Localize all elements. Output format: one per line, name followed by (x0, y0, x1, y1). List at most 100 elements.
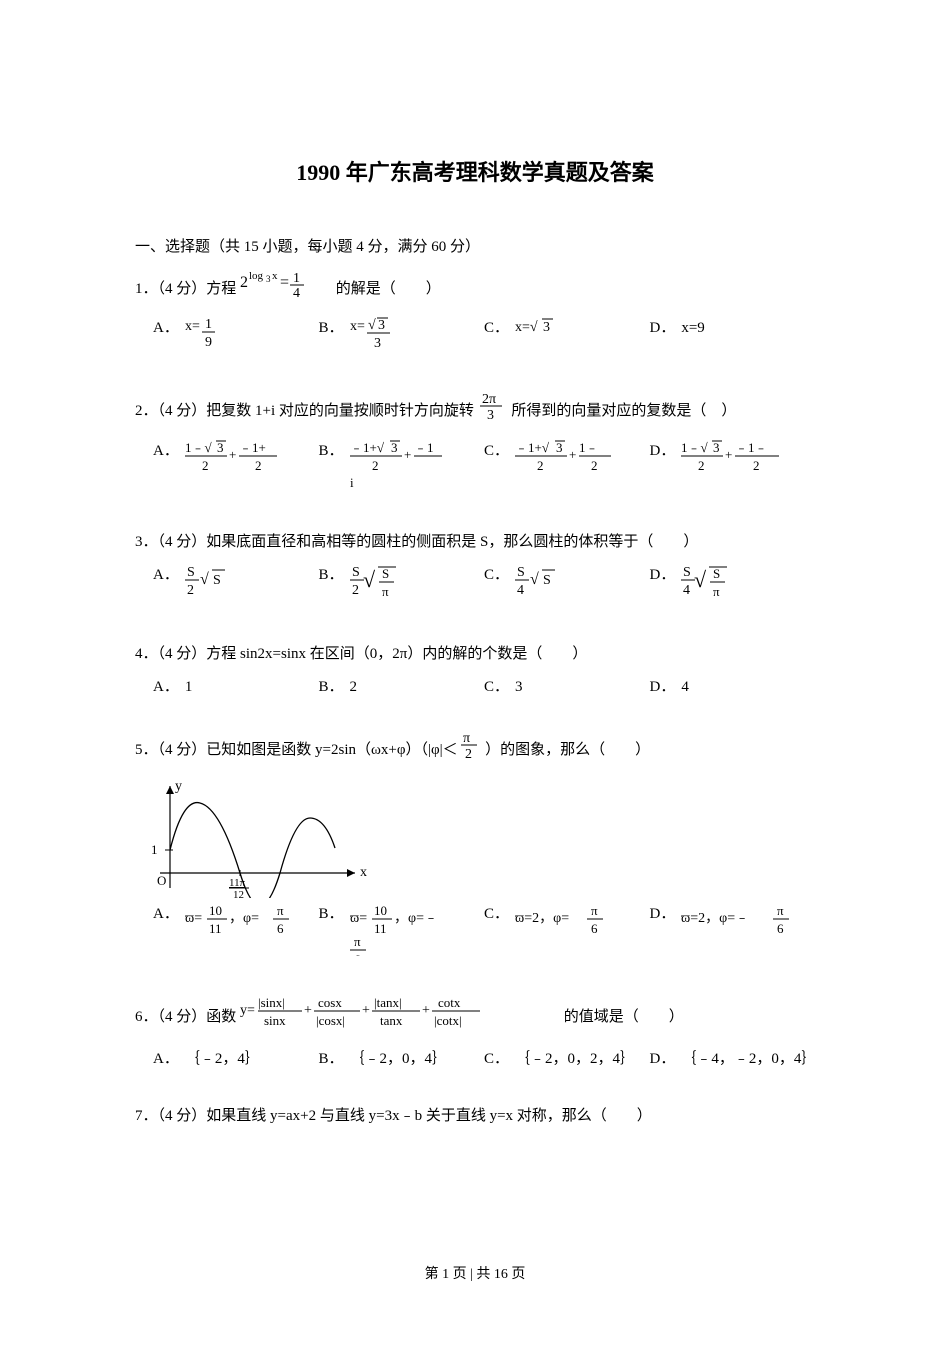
q1-formula: 2log3x=14 (240, 269, 332, 310)
svg-text:√: √ (368, 318, 376, 333)
question-2: 2．（4 分）把复数 1+i 对应的向量按顺时针方向旋转 2π3 所得到的向量对… (135, 390, 815, 497)
svg-text:O: O (157, 873, 166, 888)
q4-pts: （4 分） (158, 646, 207, 662)
svg-text:﹣1+: ﹣1+ (239, 440, 266, 455)
svg-text:+: + (422, 1003, 430, 1018)
question-5: 5．（4 分）已知如图是函数 y=2sin（ωx+φ）（|φ|＜ π2 ）的图象… (135, 729, 815, 964)
svg-text:y: y (175, 779, 182, 794)
q6-num: 6． (135, 1009, 158, 1025)
svg-text:2: 2 (352, 583, 359, 598)
q2-after: 所得到的向量对应的复数是（ ） (511, 403, 736, 419)
svg-text:9: 9 (205, 335, 212, 350)
q5-opt-b: ϖ=1011，φ=﹣π6 (350, 902, 490, 964)
q5-opt-c: ϖ=2，φ= π 6 (515, 902, 645, 946)
svg-text:﹣1﹣: ﹣1﹣ (735, 440, 768, 455)
svg-text:x=√: x=√ (515, 320, 538, 335)
svg-text:10: 10 (209, 903, 222, 918)
svg-text:6: 6 (277, 921, 284, 936)
q5-opt-a-label: A． (153, 902, 179, 926)
svg-text:S: S (543, 573, 551, 588)
q6-opt-b-label: B． (319, 1047, 344, 1071)
svg-text:10: 10 (374, 903, 387, 918)
svg-text:i: i (350, 475, 354, 489)
svg-text:log: log (249, 270, 264, 282)
q4-opt-a: 1 (185, 675, 193, 699)
svg-text:π: π (382, 584, 389, 599)
svg-text:ϖ=2，φ=: ϖ=2，φ= (515, 911, 569, 926)
q6-opt-b: ｛﹣2，0，4｝ (350, 1047, 448, 1071)
svg-text:3: 3 (556, 440, 563, 455)
svg-text:11: 11 (209, 921, 222, 936)
q3-opt-d: S4√Sπ (681, 563, 739, 609)
q3-prompt: 如果底面直径和高相等的圆柱的侧面积是 S，那么圆柱的体积等于（ ） (206, 534, 698, 550)
svg-text:S: S (213, 573, 221, 588)
q2-prompt: 把复数 1+i 对应的向量按顺时针方向旋转 (206, 403, 474, 419)
svg-text:4: 4 (293, 286, 300, 299)
section-header: 一、选择题（共 15 小题，每小题 4 分，满分 60 分） (135, 235, 815, 259)
svg-text:|tanx|: |tanx| (374, 995, 402, 1010)
question-7: 7．（4 分）如果直线 y=ax+2 与直线 y=3x﹣b 关于直线 y=x 对… (135, 1101, 815, 1131)
svg-text:3: 3 (266, 274, 271, 284)
q2-opt-d-label: D． (650, 439, 676, 463)
q2-opt-c: ﹣1+√32+1﹣2 (515, 439, 645, 483)
q1-opt-c-label: C． (484, 316, 509, 340)
q1-pts: （4 分） (158, 281, 207, 297)
q4-opt-c: 3 (515, 675, 523, 699)
svg-text:√: √ (363, 567, 376, 592)
svg-text:ϖ=2，φ=﹣: ϖ=2，φ=﹣ (681, 911, 749, 926)
q5-opt-c-label: C． (484, 902, 509, 926)
q4-num: 4． (135, 646, 158, 662)
svg-text:+: + (404, 447, 411, 462)
q2-formula: 2π3 (478, 390, 508, 433)
q6-opt-c-label: C． (484, 1047, 509, 1071)
svg-text:π: π (591, 903, 598, 918)
svg-text:6: 6 (591, 921, 598, 936)
svg-text:1﹣: 1﹣ (579, 440, 599, 455)
q5-opt-b-label: B． (319, 902, 344, 926)
q7-num: 7． (135, 1108, 158, 1124)
q4-opt-d: 4 (681, 675, 689, 699)
svg-text:3: 3 (713, 440, 720, 455)
q3-opt-d-label: D． (650, 563, 676, 587)
svg-text:﹣1+√: ﹣1+√ (515, 440, 550, 455)
q1-opt-a: x=19 (185, 316, 223, 358)
q5-opt-d-label: D． (650, 902, 676, 926)
svg-text:cosx: cosx (318, 995, 342, 1010)
q1-opt-b: x=√33 (350, 316, 398, 360)
svg-text:√: √ (530, 571, 539, 588)
svg-text:3: 3 (378, 318, 385, 333)
svg-text:4: 4 (683, 583, 690, 598)
q2-pts: （4 分） (158, 403, 207, 419)
q6-opt-d-label: D． (650, 1047, 676, 1071)
q4-opt-b: 2 (350, 675, 358, 699)
svg-text:1: 1 (205, 317, 212, 332)
svg-text:=: = (280, 274, 289, 291)
svg-text:cotx: cotx (438, 995, 461, 1010)
svg-text:3: 3 (543, 320, 550, 335)
svg-text:3: 3 (217, 440, 224, 455)
q7-pts: （4 分） (158, 1108, 207, 1124)
svg-text:S: S (517, 565, 525, 580)
svg-text:12: 12 (233, 889, 244, 898)
q5-num: 5． (135, 742, 158, 758)
svg-text:2: 2 (753, 458, 760, 473)
svg-text:3: 3 (391, 440, 398, 455)
q1-prompt: 方程 (206, 281, 236, 297)
q4-opt-a-label: A． (153, 675, 179, 699)
svg-text:S: S (382, 566, 389, 581)
svg-text:1: 1 (293, 271, 300, 286)
q6-opt-d: ｛﹣4，﹣2，0，4｝ (681, 1047, 816, 1071)
q6-prompt: 函数 (206, 1009, 236, 1025)
q3-opt-a-label: A． (153, 563, 179, 587)
q1-num: 1． (135, 281, 158, 297)
svg-text:，φ=﹣: ，φ=﹣ (394, 911, 438, 926)
svg-text:π: π (463, 731, 470, 746)
q4-opt-d-label: D． (650, 675, 676, 699)
q2-num: 2． (135, 403, 158, 419)
q1-opt-a-label: A． (153, 316, 179, 340)
page-footer: 第 1 页 | 共 16 页 (0, 1264, 950, 1286)
q5-after: ）的图象，那么（ ） (485, 742, 650, 758)
q5-opt-a: ϖ=1011，φ=π6 (185, 902, 325, 946)
svg-text:π: π (277, 903, 284, 918)
q2-opt-a-label: A． (153, 439, 179, 463)
